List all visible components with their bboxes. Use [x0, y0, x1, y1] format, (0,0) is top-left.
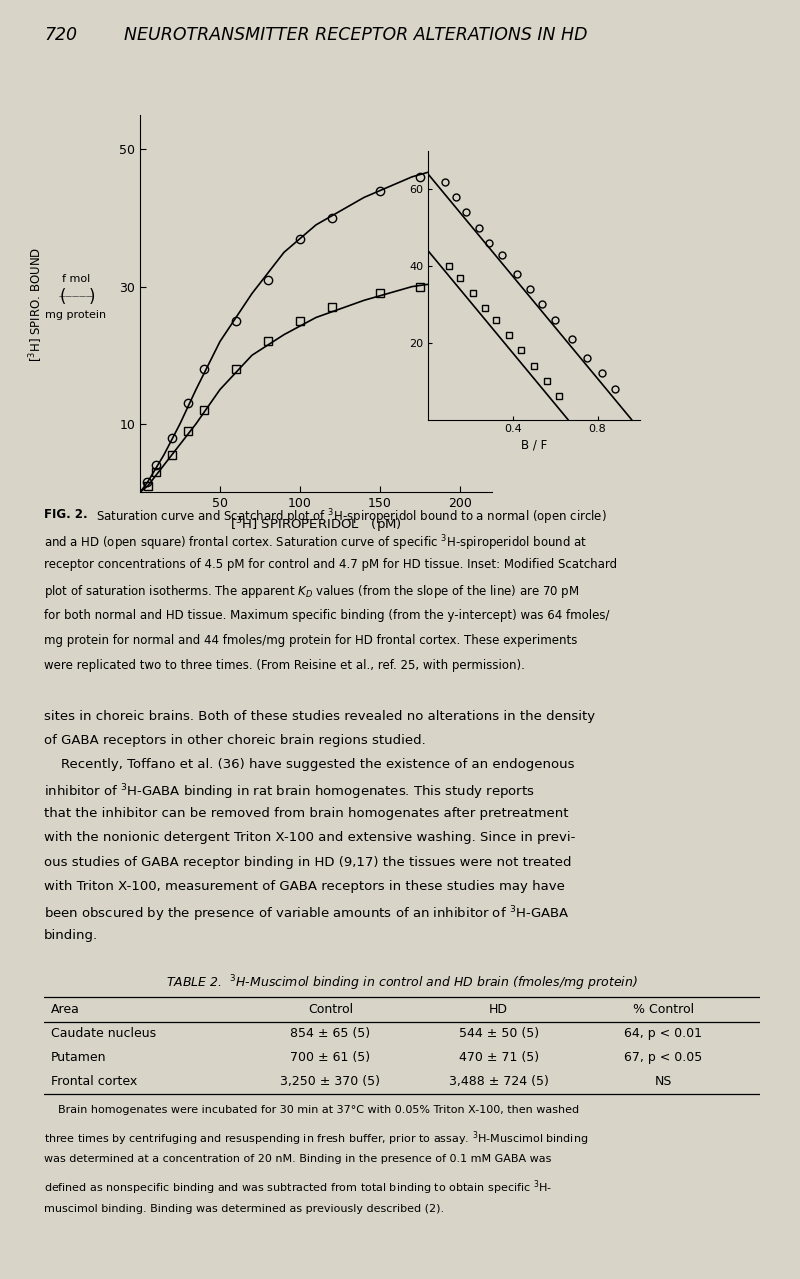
Text: defined as nonspecific binding and was subtracted from total binding to obtain s: defined as nonspecific binding and was s…	[44, 1179, 552, 1197]
Text: Caudate nucleus: Caudate nucleus	[51, 1027, 156, 1040]
Text: ous studies of GABA receptor binding in HD (9,17) the tissues were not treated: ous studies of GABA receptor binding in …	[44, 856, 571, 868]
Text: for both normal and HD tissue. Maximum specific binding (from the y-intercept) w: for both normal and HD tissue. Maximum s…	[44, 609, 610, 622]
Text: Brain homogenates were incubated for 30 min at 37°C with 0.05% Triton X-100, the: Brain homogenates were incubated for 30 …	[44, 1105, 579, 1114]
Text: Recently, Toffano et al. (36) have suggested the existence of an endogenous: Recently, Toffano et al. (36) have sugge…	[44, 758, 574, 771]
Text: Saturation curve and Scatchard plot of $^3$H-spiroperidol bound to a normal (ope: Saturation curve and Scatchard plot of $…	[95, 508, 606, 527]
Text: 3,488 ± 724 (5): 3,488 ± 724 (5)	[449, 1076, 549, 1088]
Text: 544 ± 50 (5): 544 ± 50 (5)	[458, 1027, 538, 1040]
Text: (: (	[59, 288, 66, 306]
Text: HD: HD	[489, 1003, 508, 1016]
Text: f mol: f mol	[62, 274, 90, 284]
Text: NEUROTRANSMITTER RECEPTOR ALTERATIONS IN HD: NEUROTRANSMITTER RECEPTOR ALTERATIONS IN…	[124, 26, 587, 45]
Text: of GABA receptors in other choreic brain regions studied.: of GABA receptors in other choreic brain…	[44, 734, 426, 747]
Text: binding.: binding.	[44, 929, 98, 941]
Text: 64, p < 0.01: 64, p < 0.01	[624, 1027, 702, 1040]
Text: 67, p < 0.05: 67, p < 0.05	[624, 1051, 702, 1064]
Text: inhibitor of $^3$H-GABA binding in rat brain homogenates. This study reports: inhibitor of $^3$H-GABA binding in rat b…	[44, 783, 534, 802]
Text: plot of saturation isotherms. The apparent $K_D$ values (from the slope of the l: plot of saturation isotherms. The appare…	[44, 583, 579, 600]
Text: receptor concentrations of 4.5 pM for control and 4.7 pM for HD tissue. Inset: M: receptor concentrations of 4.5 pM for co…	[44, 558, 617, 572]
Text: 720: 720	[44, 26, 77, 45]
X-axis label: B / F: B / F	[521, 439, 547, 451]
Text: mg protein for normal and 44 fmoles/mg protein for HD frontal cortex. These expe: mg protein for normal and 44 fmoles/mg p…	[44, 634, 578, 647]
Text: that the inhibitor can be removed from brain homogenates after pretreatment: that the inhibitor can be removed from b…	[44, 807, 569, 820]
Text: ): )	[89, 288, 95, 306]
Text: 854 ± 65 (5): 854 ± 65 (5)	[290, 1027, 370, 1040]
Text: been obscured by the presence of variable amounts of an inhibitor of $^3$H-GABA: been obscured by the presence of variabl…	[44, 904, 570, 923]
X-axis label: [$^3$H] SPIROPERIDOL   (pM): [$^3$H] SPIROPERIDOL (pM)	[230, 515, 402, 536]
Text: 3,250 ± 370 (5): 3,250 ± 370 (5)	[281, 1076, 381, 1088]
Text: % Control: % Control	[633, 1003, 694, 1016]
Text: NS: NS	[654, 1076, 672, 1088]
Text: 470 ± 71 (5): 470 ± 71 (5)	[458, 1051, 538, 1064]
Text: was determined at a concentration of 20 nM. Binding in the presence of 0.1 mM GA: was determined at a concentration of 20 …	[44, 1154, 551, 1164]
Text: —————: —————	[58, 294, 94, 299]
Text: Area: Area	[51, 1003, 80, 1016]
Text: and a HD (open square) frontal cortex. Saturation curve of specific $^3$H-spirop: and a HD (open square) frontal cortex. S…	[44, 533, 587, 553]
Text: Control: Control	[308, 1003, 353, 1016]
Text: TABLE 2.  $^3$H-Muscimol binding in control and HD brain (fmoles/mg protein): TABLE 2. $^3$H-Muscimol binding in contr…	[166, 973, 638, 994]
Text: FIG. 2.: FIG. 2.	[44, 508, 88, 521]
Text: with Triton X-100, measurement of GABA receptors in these studies may have: with Triton X-100, measurement of GABA r…	[44, 880, 565, 893]
Text: three times by centrifuging and resuspending in fresh buffer, prior to assay. $^: three times by centrifuging and resuspen…	[44, 1129, 588, 1147]
Text: mg protein: mg protein	[46, 310, 106, 320]
Text: sites in choreic brains. Both of these studies revealed no alterations in the de: sites in choreic brains. Both of these s…	[44, 710, 595, 723]
Text: [$^3$H] SPIRO. BOUND: [$^3$H] SPIRO. BOUND	[27, 247, 45, 362]
Text: Putamen: Putamen	[51, 1051, 106, 1064]
Text: 700 ± 61 (5): 700 ± 61 (5)	[290, 1051, 370, 1064]
Text: with the nonionic detergent Triton X-100 and extensive washing. Since in previ-: with the nonionic detergent Triton X-100…	[44, 831, 575, 844]
Text: Frontal cortex: Frontal cortex	[51, 1076, 138, 1088]
Text: muscimol binding. Binding was determined as previously described (2).: muscimol binding. Binding was determined…	[44, 1204, 444, 1214]
Text: were replicated two to three times. (From Reisine et al., ref. 25, with permissi: were replicated two to three times. (Fro…	[44, 659, 525, 673]
